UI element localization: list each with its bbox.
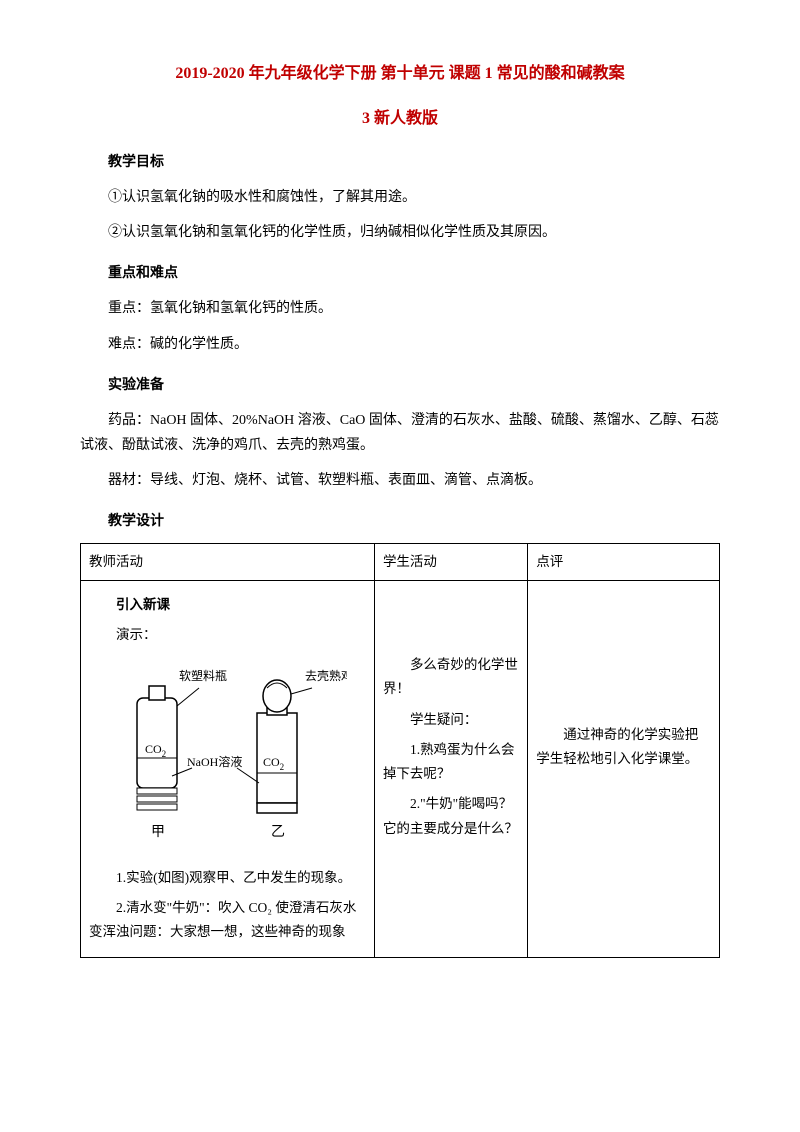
student-p1: 多么奇妙的化学世界！ — [383, 653, 519, 702]
para-prep1: 药品：NaOH 固体、20%NaOH 溶液、CaO 固体、澄清的石灰水、盐酸、硫… — [80, 408, 720, 458]
cell-teacher: 引入新课 演示： CO2 软塑料瓶 — [81, 580, 375, 957]
para-prep2: 器材：导线、灯泡、烧杯、试管、软塑料瓶、表面皿、滴管、点滴板。 — [80, 468, 720, 493]
experiment-diagram: CO2 软塑料瓶 CO2 — [89, 658, 366, 856]
teacher-p1: 1.实验(如图)观察甲、乙中发生的现象。 — [89, 866, 366, 890]
comment-p1: 通过神奇的化学实验把学生轻松地引入化学课堂。 — [536, 723, 711, 772]
diagram-svg: CO2 软塑料瓶 CO2 — [107, 658, 347, 848]
teacher-p2: 2.清水变"牛奶"：吹入 CO₂ 使澄清石灰水变浑浊问题：大家想一想，这些神奇的… — [89, 896, 366, 945]
bottle-yi: CO2 — [257, 680, 297, 813]
para-key1: 重点：氢氧化钠和氢氧化钙的性质。 — [80, 296, 720, 321]
yi-label: 乙 — [271, 824, 285, 840]
jia-label: 甲 — [151, 825, 165, 840]
student-p3: 1.熟鸡蛋为什么会掉下去呢？ — [383, 738, 519, 787]
cell-comment: 通过神奇的化学实验把学生轻松地引入化学课堂。 — [528, 580, 720, 957]
table-header-row: 教师活动 学生活动 点评 — [81, 543, 720, 580]
naoh-label: NaOH溶液 — [187, 754, 242, 769]
lead-in-heading: 引入新课 — [89, 593, 366, 617]
page-title-line1: 2019-2020 年九年级化学下册 第十单元 课题 1 常见的酸和碱教案 — [80, 60, 720, 89]
student-p4: 2."牛奶"能喝吗？它的主要成分是什么？ — [383, 792, 519, 841]
th-student: 学生活动 — [374, 543, 527, 580]
page-title-line2: 3 新人教版 — [80, 105, 720, 134]
egg-label: 去壳熟鸡蛋 — [305, 668, 347, 683]
heading-design: 教学设计 — [80, 509, 720, 534]
heading-objectives: 教学目标 — [80, 150, 720, 175]
cell-student: 多么奇妙的化学世界！ 学生疑问： 1.熟鸡蛋为什么会掉下去呢？ 2."牛奶"能喝… — [374, 580, 527, 957]
para-obj2: ②认识氢氧化钠和氢氧化钙的化学性质，归纳碱相似化学性质及其原因。 — [80, 220, 720, 245]
para-obj1: ①认识氢氧化钠的吸水性和腐蚀性，了解其用途。 — [80, 185, 720, 210]
para-key2: 难点：碱的化学性质。 — [80, 332, 720, 357]
heading-keypoints: 重点和难点 — [80, 261, 720, 286]
heading-prep: 实验准备 — [80, 373, 720, 398]
th-comment: 点评 — [528, 543, 720, 580]
th-teacher: 教师活动 — [81, 543, 375, 580]
bottle-label: 软塑料瓶 — [179, 668, 227, 683]
bottle-jia: CO2 — [137, 686, 177, 810]
table-row: 引入新课 演示： CO2 软塑料瓶 — [81, 580, 720, 957]
student-p2: 学生疑问： — [383, 708, 519, 732]
design-table: 教师活动 学生活动 点评 引入新课 演示： CO2 — [80, 543, 720, 958]
demo-label: 演示： — [89, 623, 366, 647]
